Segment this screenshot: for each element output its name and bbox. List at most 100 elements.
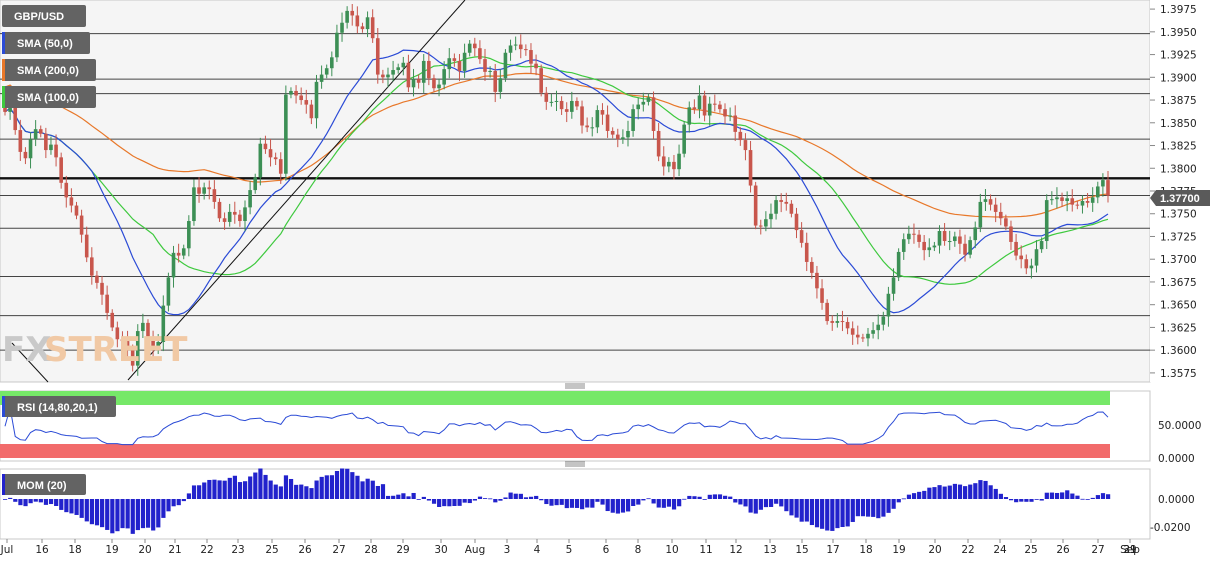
svg-text:1.37700: 1.37700 bbox=[1160, 193, 1200, 205]
candle-body bbox=[590, 127, 595, 129]
price-panel bbox=[0, 0, 1151, 383]
candle-body bbox=[845, 321, 850, 329]
candle-body bbox=[595, 110, 600, 128]
price-tick-label: 1.3675 bbox=[1160, 277, 1197, 289]
momentum-bar bbox=[963, 486, 968, 499]
momentum-bar bbox=[54, 499, 59, 506]
momentum-bar bbox=[763, 499, 769, 508]
legend-mom: MOM (20) bbox=[2, 474, 86, 495]
candle-body bbox=[585, 125, 589, 128]
candle-body bbox=[968, 240, 972, 255]
momentum-bar bbox=[1080, 498, 1085, 500]
candle-body bbox=[779, 200, 783, 202]
momentum-bar bbox=[477, 496, 483, 499]
candle-body bbox=[656, 130, 661, 157]
momentum-bar bbox=[784, 499, 789, 512]
momentum-bar bbox=[324, 475, 329, 499]
momentum-bar bbox=[973, 483, 978, 499]
svg-text:SMA (50,0): SMA (50,0) bbox=[17, 38, 73, 50]
svg-text:SMA (200,0): SMA (200,0) bbox=[17, 65, 79, 77]
candle-body bbox=[467, 43, 472, 53]
candle-body bbox=[181, 248, 186, 256]
candle-body bbox=[815, 272, 819, 289]
momentum-bar bbox=[462, 499, 467, 503]
momentum-bar bbox=[1039, 499, 1044, 501]
momentum-bar bbox=[544, 499, 549, 505]
momentum-bar bbox=[186, 493, 192, 499]
momentum-bar bbox=[503, 497, 508, 499]
momentum-bar bbox=[927, 487, 932, 499]
momentum-bar bbox=[809, 499, 815, 526]
panel-resize-handle-2[interactable] bbox=[565, 461, 585, 467]
candle-body bbox=[1101, 180, 1105, 187]
price-tick-label: 1.3700 bbox=[1160, 254, 1197, 266]
candle-body bbox=[197, 187, 201, 194]
momentum-bar bbox=[212, 479, 217, 499]
candle-body bbox=[1095, 186, 1100, 198]
candle-body bbox=[192, 187, 196, 222]
candle-body bbox=[416, 79, 421, 83]
candle-body bbox=[95, 275, 99, 283]
candle-body bbox=[44, 133, 48, 151]
momentum-bar bbox=[590, 499, 595, 508]
candle-body bbox=[427, 60, 431, 79]
momentum-bar bbox=[350, 472, 355, 499]
candle-body bbox=[391, 70, 395, 75]
momentum-bar bbox=[197, 485, 202, 499]
candle-body bbox=[462, 52, 467, 71]
momentum-bar bbox=[166, 499, 171, 512]
momentum-bar bbox=[554, 499, 559, 506]
candle-body bbox=[284, 94, 288, 174]
candle-body bbox=[146, 322, 150, 337]
sma-50-line bbox=[4, 49, 1109, 316]
momentum-bar bbox=[768, 499, 774, 507]
candle-body bbox=[738, 131, 743, 141]
momentum-bar bbox=[334, 471, 340, 499]
candle-body bbox=[937, 231, 942, 246]
candle-body bbox=[38, 129, 43, 134]
date-tick-label: 20 bbox=[138, 544, 151, 556]
momentum-bar bbox=[518, 493, 523, 499]
candle-body bbox=[570, 100, 574, 112]
momentum-bar bbox=[1065, 490, 1070, 499]
momentum-bar bbox=[100, 499, 105, 528]
momentum-bar bbox=[508, 492, 513, 499]
candle-body bbox=[207, 187, 212, 190]
candle-body bbox=[166, 277, 171, 306]
candle-body bbox=[524, 49, 528, 51]
momentum-bar bbox=[774, 499, 779, 504]
momentum-bar bbox=[370, 480, 375, 499]
momentum-bar bbox=[1085, 499, 1090, 500]
momentum-bar bbox=[794, 499, 799, 518]
date-tick-label: 25 bbox=[1024, 544, 1037, 556]
momentum-bar bbox=[288, 478, 294, 499]
date-tick-label: Jul bbox=[0, 544, 13, 556]
momentum-bar bbox=[1019, 499, 1024, 502]
momentum-bar bbox=[258, 468, 263, 499]
candle-body bbox=[299, 95, 303, 101]
candle-body bbox=[702, 95, 707, 116]
momentum-bar bbox=[789, 499, 794, 516]
momentum-bar bbox=[140, 499, 146, 529]
candle-body bbox=[646, 97, 651, 102]
candle-body bbox=[758, 225, 763, 227]
momentum-bar bbox=[437, 499, 442, 507]
momentum-bar bbox=[74, 499, 79, 515]
candle-body bbox=[621, 137, 625, 140]
momentum-bar bbox=[1070, 493, 1075, 499]
momentum-bar bbox=[717, 494, 723, 499]
panel-resize-handle-1[interactable] bbox=[565, 383, 585, 389]
legend-sma-100: SMA (100,0) bbox=[2, 86, 96, 108]
legend-rsi: RSI (14,80,20,1) bbox=[2, 396, 116, 417]
candle-body bbox=[110, 312, 115, 328]
momentum-bar bbox=[656, 499, 661, 508]
date-tick-label: 20 bbox=[928, 544, 941, 556]
candle-body bbox=[278, 159, 283, 174]
candle-body bbox=[610, 130, 615, 135]
candle-body bbox=[774, 200, 778, 214]
momentum-bar bbox=[33, 499, 38, 502]
price-tick-label: 1.3825 bbox=[1160, 141, 1197, 153]
momentum-bar bbox=[1049, 492, 1055, 499]
momentum-bar bbox=[850, 499, 855, 522]
momentum-bar bbox=[431, 499, 437, 504]
